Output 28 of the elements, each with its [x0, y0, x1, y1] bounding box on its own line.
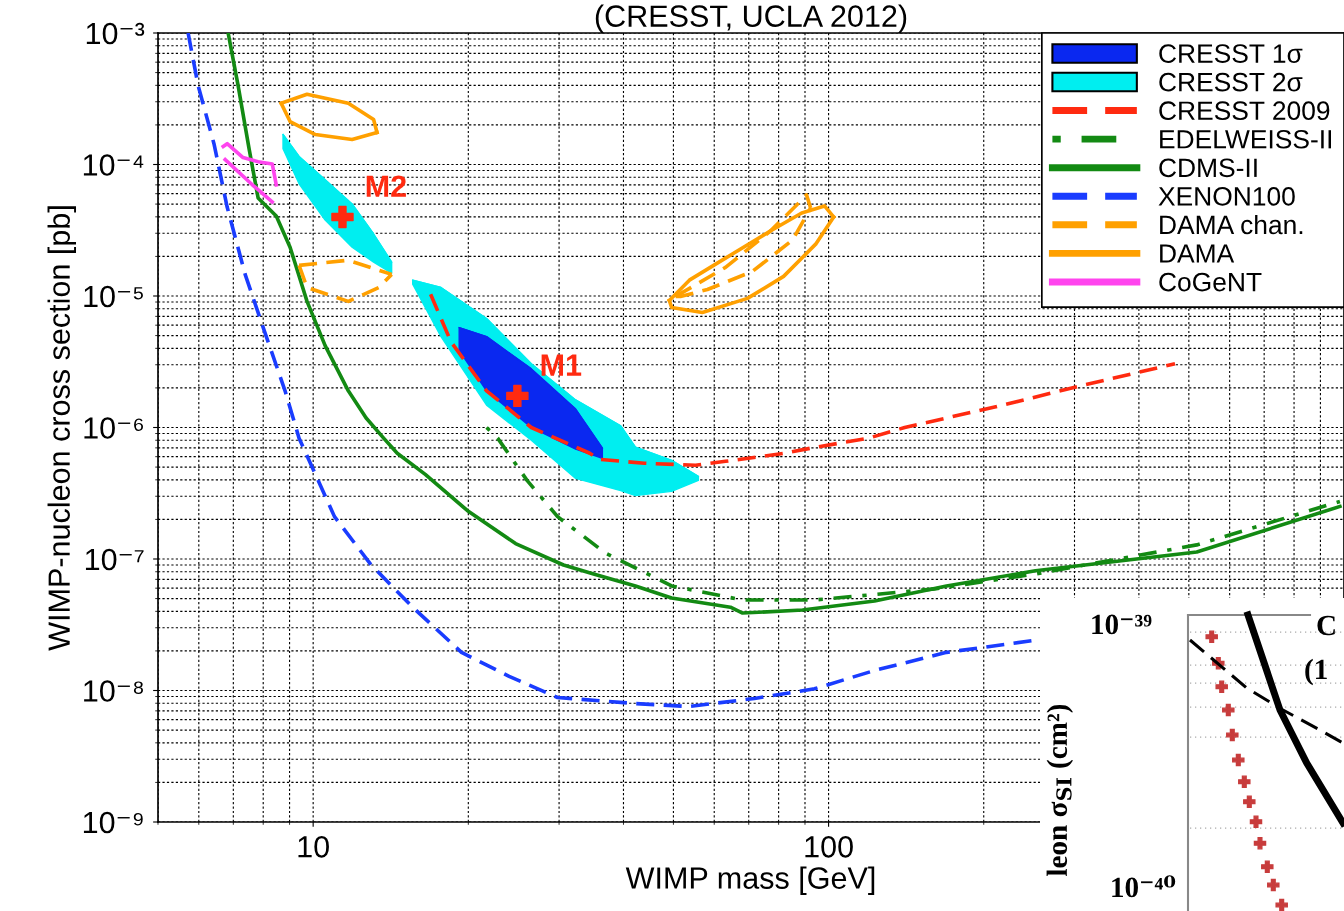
x-axis-title: WIMP mass [GeV] — [625, 866, 875, 895]
legend-label: DAMA — [1160, 244, 1235, 263]
annotation: (1 — [1305, 658, 1327, 686]
legend-label: EDELWEISS-II — [1160, 129, 1332, 149]
annotation: 10⁻³⁹ — [1092, 614, 1152, 635]
y-tick-label: 10⁻⁷ — [85, 548, 144, 571]
x-tick-label: 100 — [805, 836, 853, 858]
annotation: M1 — [541, 354, 582, 376]
annotation: C — [1317, 615, 1335, 636]
y-tick-label: 10⁻⁴ — [83, 154, 144, 176]
y-tick-label: 10⁻⁹ — [83, 811, 143, 834]
annotation: leon σ$_{SI}$ (cm²) — [1046, 704, 1074, 877]
legend-label: CRESST 2σ — [1159, 72, 1303, 92]
annotation: M2 — [366, 175, 406, 197]
legend-label: DAMA chan. — [1160, 214, 1303, 235]
legend-label: CDMS-II — [1159, 158, 1257, 178]
legend-label: CRESST 2009 — [1159, 101, 1330, 121]
legend-label: XENON100 — [1158, 187, 1295, 206]
chart-title: (CRESST, UCLA 2012) — [595, 4, 907, 33]
text: 10⁻⁴⁰ — [1112, 875, 1176, 898]
y-tick-label: 10⁻⁶ — [84, 417, 144, 439]
legend-label: CRESST 1σ — [1159, 44, 1303, 63]
legend-label: CoGeNT — [1159, 272, 1262, 292]
y-axis-title: WIMP-nucleon cross section [pb] — [47, 206, 77, 651]
y-tick-label: 10⁻⁸ — [84, 680, 143, 702]
y-tick-label: 10⁻⁵ — [84, 285, 143, 308]
x-tick-label: 10 — [298, 836, 329, 858]
y-tick-label: 10⁻³ — [86, 22, 145, 45]
